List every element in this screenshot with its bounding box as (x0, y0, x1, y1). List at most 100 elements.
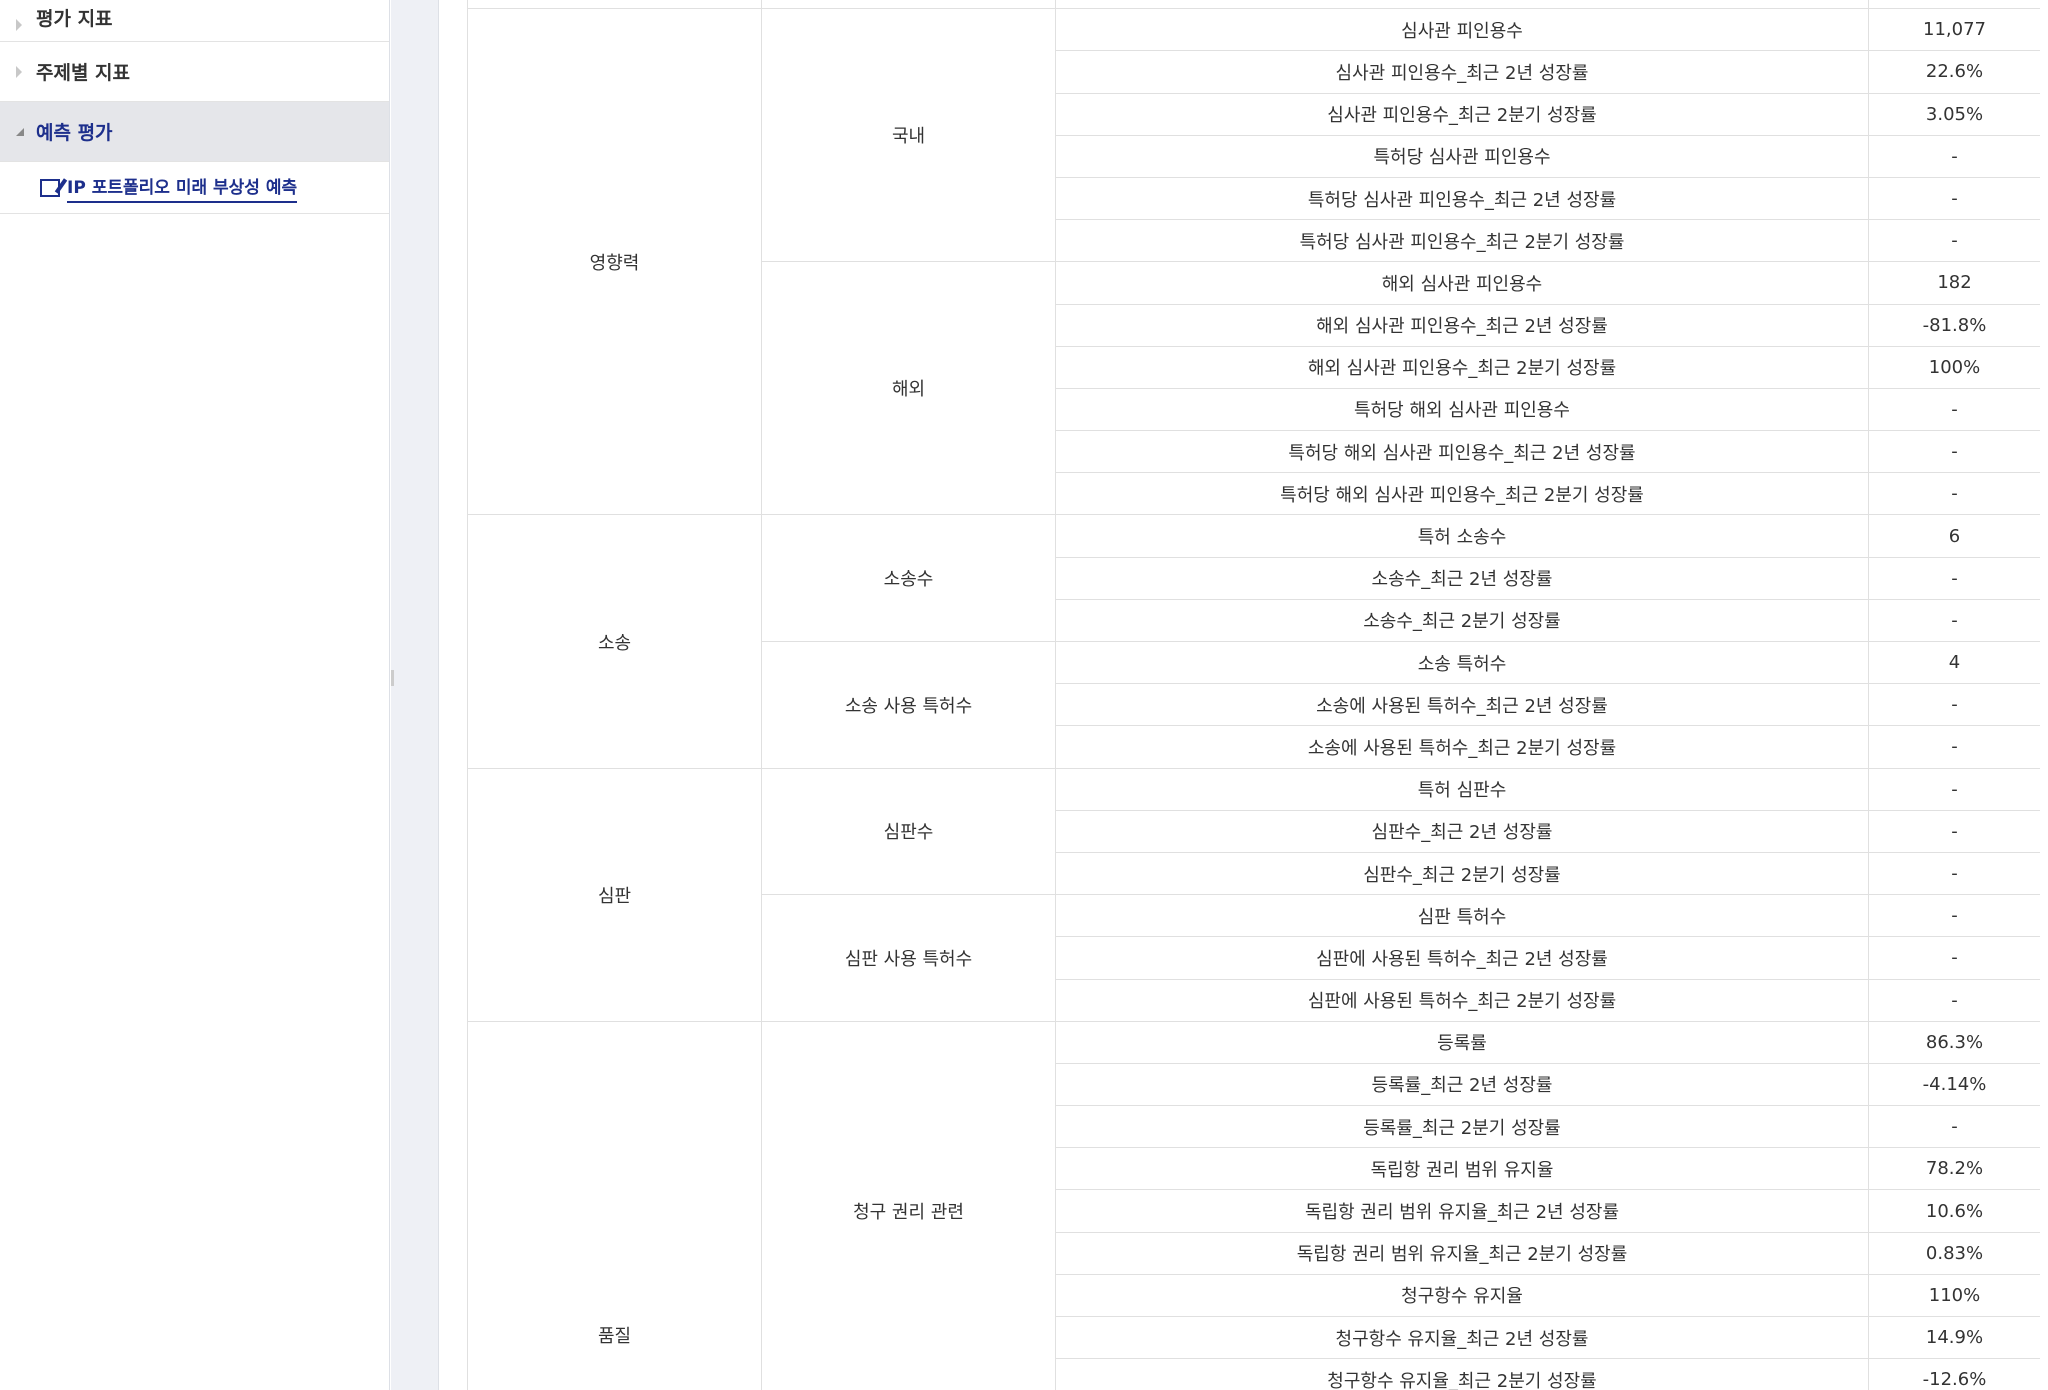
metric-name-cell: 특허 심판수 (1055, 767, 1869, 811)
metric-value-cell: - (1868, 809, 2040, 853)
metric-name-cell: 심사관 피인용수 (1055, 8, 1869, 52)
subcategory-cell: 국내 (761, 8, 1056, 263)
category-cell: 심판 (467, 767, 762, 1022)
table-row: 청구항수 유지율 110% (468, 1273, 2040, 1318)
subcategory-cell: 해외 (761, 261, 1056, 516)
metric-value-cell: - (1868, 598, 2040, 643)
resize-handle[interactable] (391, 670, 394, 686)
metric-value-cell: - (1868, 767, 2040, 811)
nav-label: 주제별 지표 (36, 62, 131, 84)
metric-value-cell: - (1868, 134, 2040, 178)
table-row: 소송수_최근 2분기 성장률 - (468, 598, 2040, 643)
subcategory-cell: 청구 권리 관련 (761, 1020, 1056, 1390)
metric-value-cell: - (1868, 851, 2040, 896)
table-row: 특허당 해외 심사관 피인용수 - (468, 387, 2040, 432)
metric-value-cell: - (1868, 978, 2040, 1022)
metric-name-cell: 청구항수 유지율 (1055, 1273, 1869, 1318)
sidebar: 평가 지표 주제별 지표 예측 평가 IP 포트폴리오 미래 부상성 예측 (0, 0, 390, 1390)
metric-value-cell: - (1868, 725, 2040, 769)
table-row: 특허당 심사관 피인용수_최근 2분기 성장률 - (468, 219, 2040, 263)
metric-value-cell: - (1868, 683, 2040, 727)
metric-name-cell: 심사관 피인용수_최근 2분기 성장률 (1055, 92, 1869, 136)
metric-name-cell: 심판수_최근 2년 성장률 (1055, 809, 1869, 853)
metric-name-cell: 특허당 해외 심사관 피인용수_최근 2년 성장률 (1055, 430, 1869, 474)
metric-name-cell: 등록률_최근 2년 성장률 (1055, 1062, 1869, 1107)
table-row: 심사관 피인용수_최근 2년 성장률 22.6% (468, 50, 2040, 94)
nav-item-prediction[interactable]: 예측 평가 (0, 102, 389, 162)
metric-value-cell: 22.6% (1868, 50, 2040, 94)
table-row: 소송에 사용된 특허수_최근 2년 성장률 - (468, 683, 2040, 727)
metric-name-cell: 심판에 사용된 특허수_최근 2분기 성장률 (1055, 978, 1869, 1022)
metric-name-cell: 특허당 해외 심사관 피인용수 (1055, 387, 1869, 432)
metric-value-cell: 10.6% (1868, 1189, 2040, 1233)
table-row: 청구항수 유지율_최근 2분기 성장률 -12.6% (468, 1358, 2040, 1390)
metric-name-cell: 소송에 사용된 특허수_최근 2분기 성장률 (1055, 725, 1869, 769)
metric-name-cell: 심사관 피인용수_최근 2년 성장률 (1055, 50, 1869, 94)
category-cell: 품질 (467, 1020, 762, 1390)
metric-value-cell: - (1868, 219, 2040, 263)
table-row: 심판에 사용된 특허수_최근 2분기 성장률 - (468, 978, 2040, 1022)
metric-value-cell: 3.05% (1868, 92, 2040, 136)
category-cell: 영향력 (467, 8, 762, 516)
metric-name-cell: 등록률_최근 2분기 성장률 (1055, 1105, 1869, 1149)
metric-name-cell: 특허당 심사관 피인용수 (1055, 134, 1869, 178)
metric-name-cell: 소송수_최근 2분기 성장률 (1055, 598, 1869, 643)
metric-value-cell: 4 (1868, 640, 2040, 685)
subcategory-cell: 소송수 (761, 514, 1056, 642)
metric-name-cell: 독립항 권리 범위 유지율_최근 2분기 성장률 (1055, 1231, 1869, 1275)
metric-value-cell: 11,077 (1868, 8, 2040, 52)
metric-value-cell: - (1868, 894, 2040, 938)
nav-subitem-ip-portfolio-prediction[interactable]: IP 포트폴리오 미래 부상성 예측 (0, 162, 389, 214)
metric-name-cell: 소송수_최근 2년 성장률 (1055, 556, 1869, 600)
splitter[interactable] (391, 0, 439, 1390)
table-row: 등록률_최근 2분기 성장률 - (468, 1105, 2040, 1149)
table-row: 특허당 심사관 피인용수 - (468, 134, 2040, 178)
metric-name-cell: 청구항수 유지율_최근 2분기 성장률 (1055, 1358, 1869, 1390)
metric-value-cell: - (1868, 430, 2040, 474)
metric-name-cell: 소송 특허수 (1055, 640, 1869, 685)
metric-value-cell: - (1868, 176, 2040, 221)
metric-value-cell: - (1868, 556, 2040, 600)
table-row: 품질 청구 권리 관련 등록률 86.3% (467, 1020, 2040, 1390)
metric-value-cell: 182 (1868, 261, 2040, 305)
nav-label: IP 포트폴리오 미래 부상성 예측 (67, 173, 298, 203)
table-row: 청구항수 유지율_최근 2년 성장률 14.9% (468, 1315, 2040, 1360)
metric-name-cell: 독립항 권리 범위 유지율 (1055, 1147, 1869, 1191)
metric-value-cell: - (1868, 387, 2040, 432)
metric-name-cell: 심판에 사용된 특허수_최근 2년 성장률 (1055, 936, 1869, 980)
metric-name-cell: 청구항수 유지율_최근 2년 성장률 (1055, 1315, 1869, 1360)
metric-name-cell: 특허당 심사관 피인용수_최근 2분기 성장률 (1055, 219, 1869, 263)
metric-name-cell: 등록률 (1055, 1020, 1869, 1064)
metric-value-cell: 100% (1868, 345, 2040, 389)
metric-value-cell: - (1868, 936, 2040, 980)
chevron-right-icon (16, 65, 22, 78)
chevron-down-icon (16, 127, 24, 136)
metric-name-cell: 심판수_최근 2분기 성장률 (1055, 851, 1869, 896)
table-row: 심판수_최근 2분기 성장률 - (468, 851, 2040, 896)
table-row: 심판에 사용된 특허수_최근 2년 성장률 - (468, 936, 2040, 980)
metric-name-cell: 특허 소송수 (1055, 514, 1869, 558)
nav-item-evaluation-metrics[interactable]: 평가 지표 (0, 0, 389, 42)
nav-item-topic-metrics[interactable]: 주제별 지표 (0, 42, 389, 102)
table-row: 해외 심사관 피인용수_최근 2분기 성장률 100% (468, 345, 2040, 389)
metric-value-cell: -12.6% (1868, 1358, 2040, 1390)
table-row: 등록률_최근 2년 성장률 -4.14% (468, 1062, 2040, 1107)
table-row (467, 0, 2040, 10)
category-cell: 소송 (467, 514, 762, 769)
metric-name-cell: 해외 심사관 피인용수 (1055, 261, 1869, 305)
metric-value-cell: -4.14% (1868, 1062, 2040, 1107)
metrics-table: 영향력 국내 심사관 피인용수 11,077 심사관 피인용수_최근 2년 성장률 22.… (467, 0, 2040, 1390)
metric-name-cell: 특허당 해외 심사관 피인용수_최근 2분기 성장률 (1055, 472, 1869, 516)
metric-value-cell: - (1868, 1105, 2040, 1149)
metric-name-cell: 독립항 권리 범위 유지율_최근 2년 성장률 (1055, 1189, 1869, 1233)
table-row: 해외 심사관 피인용수_최근 2년 성장률 -81.8% (468, 303, 2040, 347)
metric-value-cell: 86.3% (1868, 1020, 2040, 1064)
metric-value-cell: -81.8% (1868, 303, 2040, 347)
table-row: 특허당 해외 심사관 피인용수_최근 2분기 성장률 - (468, 472, 2040, 516)
metric-value-cell: 0.83% (1868, 1231, 2040, 1275)
table-row: 독립항 권리 범위 유지율_최근 2년 성장률 10.6% (468, 1189, 2040, 1233)
table-row: 소송 사용 특허수 소송 특허수 4 (468, 640, 2040, 769)
table-row: 소송에 사용된 특허수_최근 2분기 성장률 - (468, 725, 2040, 769)
nav-label: 예측 평가 (36, 122, 113, 144)
metric-name-cell: 심판 특허수 (1055, 894, 1869, 938)
